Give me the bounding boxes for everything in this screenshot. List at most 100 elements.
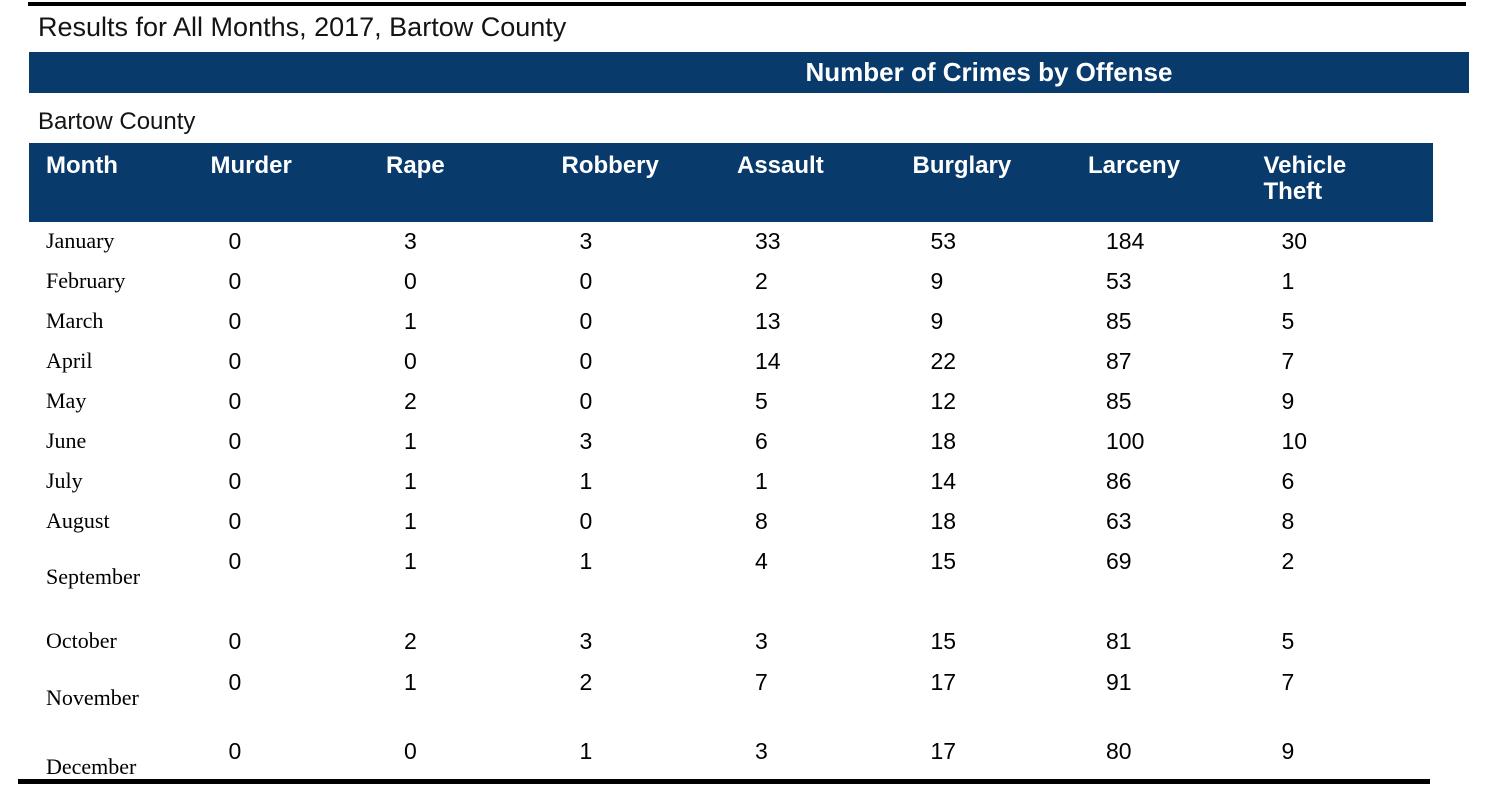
month-cell: July	[29, 462, 205, 502]
column-header-label: Vehicle Theft	[1263, 152, 1347, 205]
vehicle-theft-value: 6	[1281, 468, 1295, 494]
murder-value: 0	[228, 388, 242, 414]
month-label: March	[46, 308, 104, 333]
column-header-vehicle-theft: Vehicle Theft	[1257, 143, 1433, 222]
burglary-value: 18	[930, 508, 957, 534]
crime-table-head: Month Murder Rape Robbery Assault Burglary Lar…	[29, 143, 1433, 222]
month-label: November	[46, 685, 139, 710]
burglary-value: 17	[930, 738, 957, 764]
month-cell: January	[29, 222, 205, 262]
larceny-value: 85	[1106, 308, 1132, 334]
table-row-january: January 0 3 3 33 53 184 30	[29, 222, 1433, 262]
month-label: February	[46, 268, 126, 293]
month-label: April	[46, 348, 93, 373]
murder-value: 0	[228, 228, 242, 254]
table-row-february: February 0 0 0 2 9 53 1	[29, 262, 1433, 302]
robbery-value: 3	[579, 628, 593, 654]
top-divider	[28, 2, 1466, 6]
murder-value: 0	[228, 268, 242, 294]
robbery-value: 0	[579, 348, 593, 374]
larceny-value: 184	[1106, 228, 1145, 254]
assault-value: 3	[755, 738, 768, 764]
rape-value: 0	[404, 348, 417, 374]
month-cell: March	[29, 302, 205, 342]
burglary-value: 9	[930, 308, 944, 334]
assault-value: 4	[755, 548, 768, 574]
larceny-value: 69	[1106, 548, 1132, 574]
larceny-value: 86	[1106, 468, 1132, 494]
rape-value: 1	[404, 669, 417, 695]
burglary-value: 22	[930, 348, 957, 374]
vehicle-theft-value: 9	[1281, 738, 1295, 764]
month-label: January	[46, 228, 115, 253]
crime-table: Month Murder Rape Robbery Assault Burglary Lar…	[29, 143, 1433, 779]
rape-value: 1	[404, 548, 417, 574]
assault-value: 7	[755, 669, 768, 695]
results-title: Results for All Months, 2017, Bartow Cou…	[38, 12, 567, 42]
robbery-value: 2	[579, 669, 593, 695]
rape-value: 1	[404, 428, 417, 454]
rape-value: 1	[404, 508, 417, 534]
assault-value: 1	[755, 468, 768, 494]
vehicle-theft-value: 30	[1281, 228, 1308, 254]
murder-value: 0	[228, 428, 242, 454]
rape-value: 3	[404, 228, 417, 254]
burglary-value: 15	[930, 628, 957, 654]
header-row: Month Murder Rape Robbery Assault Burglary Lar…	[29, 143, 1433, 222]
column-header-label: Larceny	[1088, 152, 1181, 179]
rape-value: 2	[404, 628, 417, 654]
vehicle-theft-value: 7	[1281, 348, 1295, 374]
month-cell: December	[29, 732, 205, 779]
month-label: October	[46, 628, 117, 653]
crime-table-body: January 0 3 3 33 53 184 30 February 0 0 0 2 9 53 1 March…	[29, 222, 1433, 779]
table-row-march: March 0 1 0 13 9 85 5	[29, 302, 1433, 342]
column-header-label: Rape	[386, 152, 445, 179]
vehicle-theft-value: 5	[1281, 308, 1295, 334]
robbery-value: 0	[579, 268, 593, 294]
month-label: June	[46, 428, 87, 453]
month-cell: February	[29, 262, 205, 302]
robbery-value: 1	[579, 738, 593, 764]
robbery-value: 0	[579, 508, 593, 534]
column-header-label: Month	[46, 152, 118, 179]
burglary-value: 17	[930, 669, 957, 695]
month-cell: April	[29, 342, 205, 382]
murder-value: 0	[228, 468, 242, 494]
assault-value: 5	[755, 388, 768, 414]
vehicle-theft-value: 10	[1281, 428, 1308, 454]
column-header-robbery: Robbery	[555, 143, 731, 222]
burglary-value: 18	[930, 428, 957, 454]
assault-value: 2	[755, 268, 768, 294]
larceny-value: 85	[1106, 388, 1132, 414]
banner-bar: Number of Crimes by Offense	[29, 52, 1469, 93]
table-row-november: November 0 1 2 7 17 91 7	[29, 663, 1433, 732]
month-label: May	[46, 388, 87, 413]
larceny-value: 87	[1106, 348, 1132, 374]
rape-value: 0	[404, 268, 417, 294]
larceny-value: 63	[1106, 508, 1132, 534]
banner-title: Number of Crimes by Offense	[805, 57, 1173, 87]
month-label: July	[46, 468, 83, 493]
month-cell: June	[29, 422, 205, 462]
assault-value: 8	[755, 508, 768, 534]
murder-value: 0	[228, 348, 242, 374]
assault-value: 6	[755, 428, 768, 454]
month-cell: May	[29, 382, 205, 422]
larceny-value: 80	[1106, 738, 1132, 764]
murder-value: 0	[228, 738, 242, 764]
column-header-burglary: Burglary	[906, 143, 1082, 222]
vehicle-theft-value: 5	[1281, 628, 1295, 654]
month-cell: November	[29, 663, 205, 732]
murder-value: 0	[228, 508, 242, 534]
murder-value: 0	[228, 669, 242, 695]
murder-value: 0	[228, 628, 242, 654]
larceny-value: 81	[1106, 628, 1132, 654]
rape-value: 2	[404, 388, 417, 414]
vehicle-theft-value: 8	[1281, 508, 1295, 534]
burglary-value: 53	[930, 228, 957, 254]
month-label: August	[46, 508, 110, 533]
robbery-value: 3	[579, 428, 593, 454]
table-row-june: June 0 1 3 6 18 100 10	[29, 422, 1433, 462]
county-subtitle: Bartow County	[38, 108, 196, 135]
